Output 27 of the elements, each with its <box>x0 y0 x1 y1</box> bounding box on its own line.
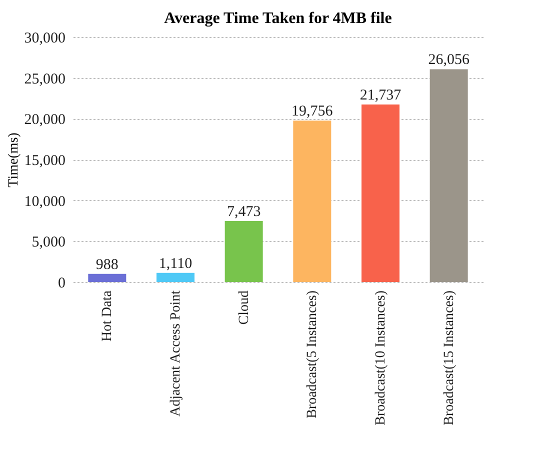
y-axis-title: Time(ms) <box>6 132 22 188</box>
data-label: 1,110 <box>158 256 192 272</box>
bar <box>88 274 126 282</box>
y-tick-label: 20,000 <box>24 112 66 128</box>
x-tick-label: Hot Data <box>100 290 116 342</box>
x-tick-label: Broadcast(10 Instances) <box>374 290 388 426</box>
data-label: 988 <box>96 256 118 273</box>
bar <box>224 220 263 282</box>
bar <box>293 120 332 282</box>
y-tick-label: 15,000 <box>24 153 66 169</box>
data-label: 19,756 <box>292 104 334 120</box>
y-tick-label: 30,000 <box>24 30 66 46</box>
data-label: 21,737 <box>360 87 402 104</box>
y-tick-label: 0 <box>58 276 66 292</box>
x-tick-label: Adjacent Access Point <box>168 290 184 416</box>
data-label: 7,473 <box>226 204 261 220</box>
y-tick-label: 5,000 <box>32 234 66 251</box>
bar <box>362 104 400 282</box>
chart-title: Average Time Taken for 4MB file <box>164 10 392 27</box>
data-label: 26,056 <box>428 52 470 68</box>
y-tick-label: 25,000 <box>24 71 66 88</box>
x-tick-label: Broadcast(15 Instances) <box>442 290 457 426</box>
y-tick-label: 10,000 <box>24 194 66 210</box>
bar <box>156 272 194 282</box>
x-tick-label: Broadcast(5 Instances) <box>305 290 320 418</box>
bar <box>430 69 468 282</box>
x-tick-label: Cloud <box>236 290 252 325</box>
